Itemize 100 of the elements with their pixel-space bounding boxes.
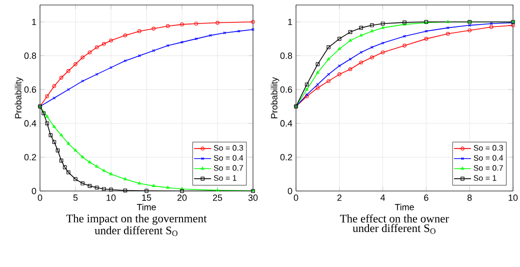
y-axis-title: Probability [270, 77, 280, 118]
point [370, 23, 374, 28]
point [60, 133, 63, 136]
point [166, 24, 170, 28]
point [66, 142, 70, 145]
y-tick-label: 0.2 [280, 154, 292, 160]
point [88, 50, 92, 54]
point [348, 58, 352, 61]
point [216, 188, 220, 192]
point [59, 158, 64, 162]
point [94, 186, 99, 190]
point [45, 114, 49, 118]
point [424, 36, 428, 41]
point [144, 188, 148, 193]
text: The effect on the owner [340, 214, 449, 222]
point [88, 184, 92, 188]
point [66, 88, 70, 91]
point [370, 56, 374, 60]
point [52, 124, 56, 128]
point [123, 34, 128, 38]
y-tick-label: 0 [288, 188, 292, 194]
point [359, 60, 364, 64]
point [59, 76, 64, 80]
point [468, 28, 472, 32]
point [468, 24, 472, 27]
x-tick-label: 10 [508, 194, 518, 201]
point [180, 189, 184, 193]
point [109, 38, 113, 42]
point [138, 181, 142, 184]
point [138, 29, 142, 34]
point [52, 84, 56, 88]
point [45, 121, 49, 126]
point [194, 22, 198, 26]
point [338, 36, 342, 41]
point [152, 26, 156, 31]
point [48, 133, 53, 138]
x-tick-label: 8 [468, 194, 472, 201]
point [102, 187, 106, 191]
point [152, 49, 156, 52]
point [62, 165, 67, 170]
point [316, 86, 320, 90]
y-tick-label: 0.2 [24, 154, 36, 160]
point [446, 32, 450, 36]
text: under different S$_{O}$ [94, 226, 178, 236]
y-tick-label: 0.4 [280, 120, 292, 127]
point [124, 177, 127, 180]
point [489, 25, 494, 29]
point [403, 34, 406, 38]
y-tick-label: 0.4 [24, 120, 36, 127]
point [138, 54, 141, 58]
point [370, 29, 374, 32]
point [370, 46, 374, 49]
y-tick-label: 0 [32, 188, 36, 194]
x-axis-title: Time [394, 204, 414, 210]
x-tick-label: 20 [177, 194, 187, 201]
point [338, 47, 342, 50]
point [304, 82, 309, 86]
point [338, 72, 342, 76]
y-tick-label: 1 [32, 18, 36, 25]
point [359, 34, 363, 37]
x-tick-label: 6 [424, 194, 428, 201]
point [326, 45, 330, 50]
point [95, 164, 98, 168]
point [74, 62, 78, 66]
point [380, 22, 385, 26]
point [166, 186, 170, 189]
point [326, 57, 330, 60]
x-tick-label: 5 [73, 194, 78, 201]
point [123, 188, 128, 192]
point [94, 45, 99, 50]
y-tick-label: 0.8 [24, 52, 36, 59]
text: The impact on the government [66, 214, 207, 225]
x-tick-label: 0 [38, 194, 42, 201]
point [316, 83, 320, 86]
point [316, 70, 320, 74]
x-tick-label: 2 [337, 194, 342, 201]
point [80, 181, 84, 186]
point [327, 72, 330, 76]
x-tick-label: 10 [106, 194, 116, 201]
x-tick-label: 4 [380, 194, 386, 201]
point [446, 26, 450, 30]
y-tick-label: 0.8 [280, 52, 292, 59]
point [56, 148, 60, 152]
y-tick-label: 0.6 [24, 86, 36, 93]
point [316, 62, 320, 66]
y-tick-label: 0.6 [280, 86, 292, 93]
point [381, 42, 384, 44]
point [305, 88, 309, 91]
x-tick-label: 30 [248, 194, 258, 201]
point [216, 20, 220, 25]
point [348, 30, 352, 34]
point [326, 79, 330, 83]
point [381, 26, 384, 29]
x-tick-label: 25 [212, 194, 222, 201]
point [359, 26, 364, 30]
point [180, 40, 184, 44]
point [109, 172, 113, 176]
point [80, 155, 84, 158]
point [42, 111, 46, 116]
y-tick-label: 1 [288, 18, 292, 25]
